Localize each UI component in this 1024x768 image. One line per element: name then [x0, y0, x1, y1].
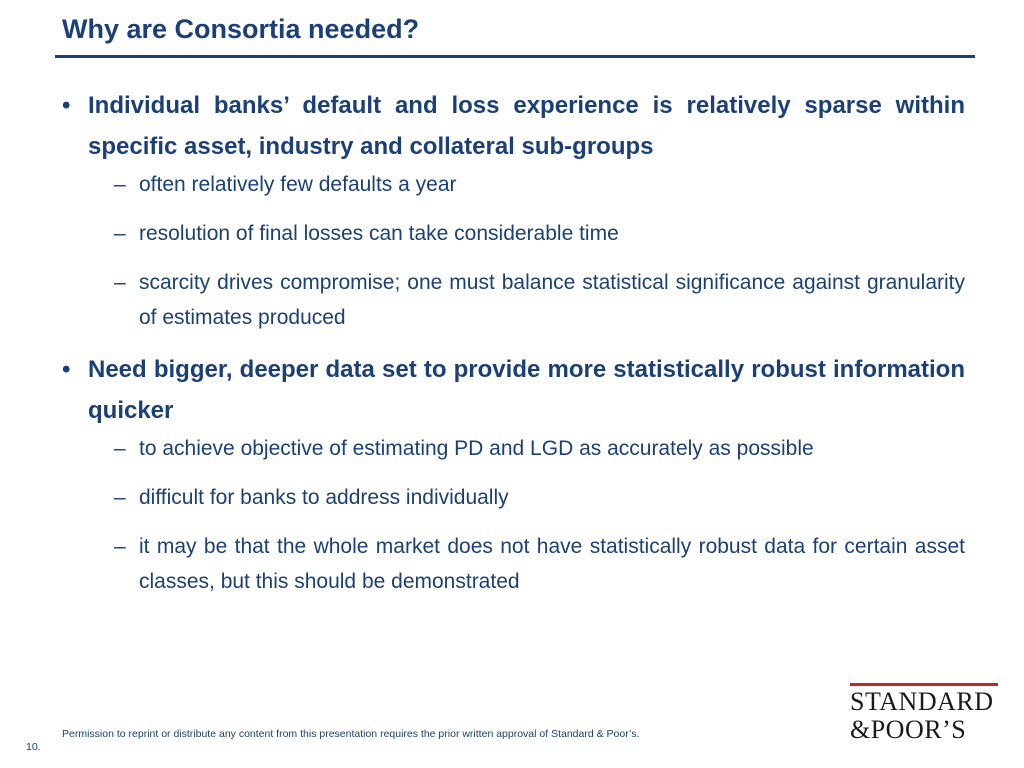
page-number: 10.	[26, 741, 41, 753]
bullet-2: • Need bigger, deeper data set to provid…	[60, 349, 965, 431]
sub-item: – scarcity drives compromise; one must b…	[60, 265, 965, 335]
sub-item-text: it may be that the whole market does not…	[139, 535, 965, 593]
bullet-2-text: Need bigger, deeper data set to provide …	[88, 356, 965, 424]
sub-item: – resolution of final losses can take co…	[60, 216, 965, 251]
dash-mark: –	[114, 486, 126, 509]
sub-item-text: scarcity drives compromise; one must bal…	[139, 271, 965, 329]
standard-and-poors-logo: STANDARD &POOR’S	[850, 683, 1000, 743]
logo-line-1: STANDARD	[850, 687, 994, 716]
title-divider	[55, 55, 975, 58]
sub-item: – to achieve objective of estimating PD …	[60, 431, 965, 466]
dash-mark: –	[114, 437, 126, 460]
copyright-notice: Permission to reprint or distribute any …	[62, 728, 640, 740]
slide-content: • Individual banks’ default and loss exp…	[60, 85, 965, 613]
sub-item-text: often relatively few defaults a year	[139, 173, 457, 196]
sub-item: – often relatively few defaults a year	[60, 167, 965, 202]
bullet-mark: •	[62, 92, 71, 119]
bullet-1: • Individual banks’ default and loss exp…	[60, 85, 965, 167]
dash-mark: –	[114, 535, 126, 558]
sub-item-text: difficult for banks to address individua…	[139, 486, 509, 509]
sub-item: – it may be that the whole market does n…	[60, 529, 965, 599]
bullet-1-text: Individual banks’ default and loss exper…	[88, 92, 965, 160]
dash-mark: –	[114, 173, 126, 196]
bullet-2-subitems: – to achieve objective of estimating PD …	[60, 431, 965, 599]
logo-accent-bar	[850, 683, 998, 686]
sub-item-text: to achieve objective of estimating PD an…	[139, 437, 814, 460]
dash-mark: –	[114, 271, 126, 294]
bullet-1-subitems: – often relatively few defaults a year –…	[60, 167, 965, 335]
bullet-mark: •	[62, 356, 71, 383]
logo-line-2: &POOR’S	[850, 715, 967, 744]
dash-mark: –	[114, 222, 126, 245]
sub-item-text: resolution of final losses can take cons…	[139, 222, 619, 245]
sub-item: – difficult for banks to address individ…	[60, 480, 965, 515]
slide-title: Why are Consortia needed?	[62, 14, 420, 44]
